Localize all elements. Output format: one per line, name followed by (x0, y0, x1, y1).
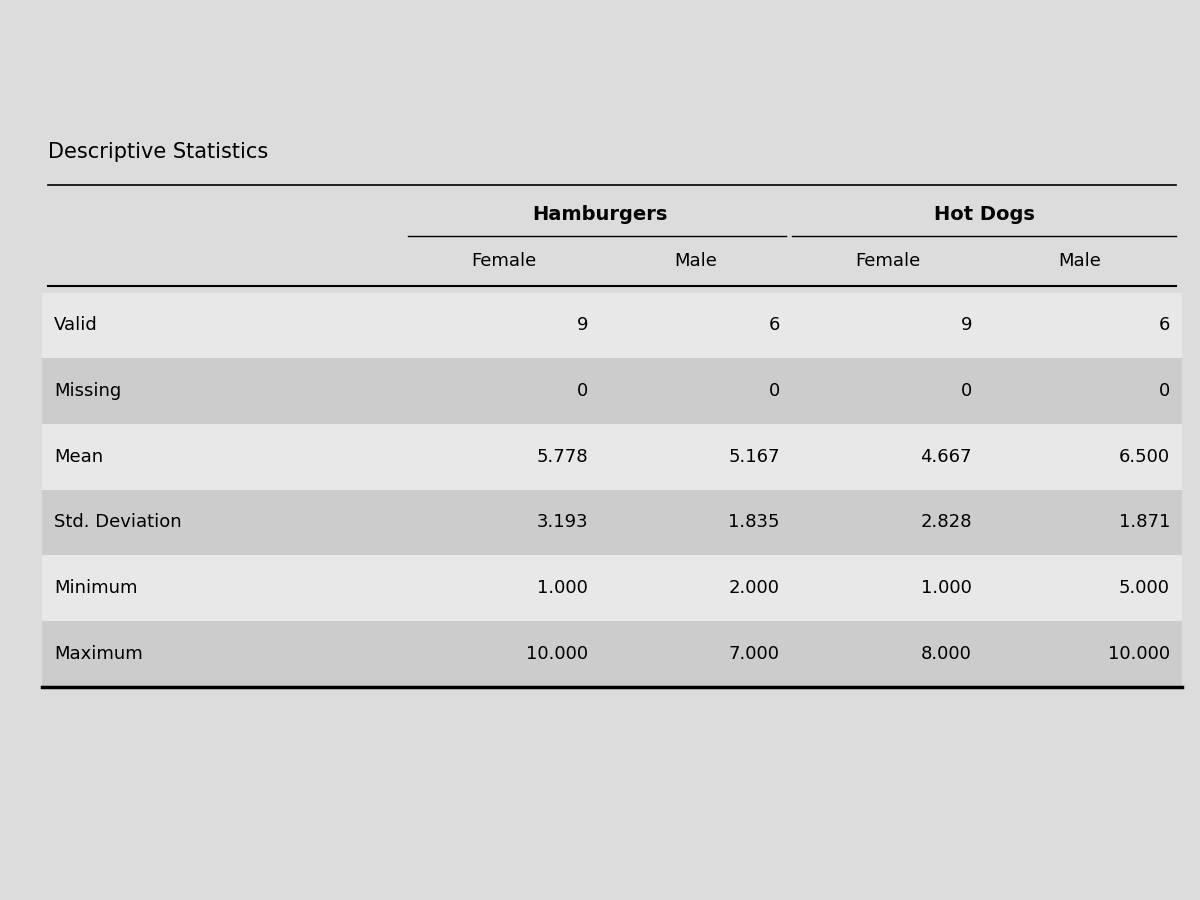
Text: 10.000: 10.000 (526, 644, 588, 662)
Text: 1.000: 1.000 (538, 580, 588, 598)
Text: 5.778: 5.778 (536, 447, 588, 466)
Text: 0: 0 (577, 382, 588, 400)
Text: Std. Deviation: Std. Deviation (54, 513, 181, 531)
Text: Descriptive Statistics: Descriptive Statistics (48, 142, 269, 162)
Text: 7.000: 7.000 (730, 644, 780, 662)
Text: 1.835: 1.835 (728, 513, 780, 531)
Text: 0: 0 (769, 382, 780, 400)
Bar (42, 621, 1182, 687)
Text: 5.167: 5.167 (728, 447, 780, 466)
Bar (42, 490, 1182, 555)
Text: Mean: Mean (54, 447, 103, 466)
Text: Female: Female (856, 252, 920, 270)
Text: 9: 9 (960, 316, 972, 334)
Text: 0: 0 (1159, 382, 1170, 400)
Bar (42, 358, 1182, 424)
Text: Female: Female (472, 252, 536, 270)
Text: 8.000: 8.000 (922, 644, 972, 662)
Text: Minimum: Minimum (54, 580, 138, 598)
Text: 1.000: 1.000 (922, 580, 972, 598)
Text: 1.871: 1.871 (1118, 513, 1170, 531)
Bar (42, 555, 1182, 621)
Text: 4.667: 4.667 (920, 447, 972, 466)
Text: 6.500: 6.500 (1118, 447, 1170, 466)
Text: Male: Male (674, 252, 718, 270)
Text: 3.193: 3.193 (536, 513, 588, 531)
Text: Valid: Valid (54, 316, 97, 334)
Bar (42, 424, 1182, 490)
Text: Male: Male (1058, 252, 1102, 270)
Text: Hamburgers: Hamburgers (533, 204, 667, 224)
Text: 2.000: 2.000 (730, 580, 780, 598)
Text: 10.000: 10.000 (1108, 644, 1170, 662)
Text: 6: 6 (1159, 316, 1170, 334)
Text: 6: 6 (769, 316, 780, 334)
Bar (42, 292, 1182, 358)
Text: 9: 9 (576, 316, 588, 334)
Text: Missing: Missing (54, 382, 121, 400)
Text: 0: 0 (961, 382, 972, 400)
Text: Hot Dogs: Hot Dogs (934, 204, 1034, 224)
Text: Maximum: Maximum (54, 644, 143, 662)
Text: 2.828: 2.828 (920, 513, 972, 531)
Text: 5.000: 5.000 (1120, 580, 1170, 598)
